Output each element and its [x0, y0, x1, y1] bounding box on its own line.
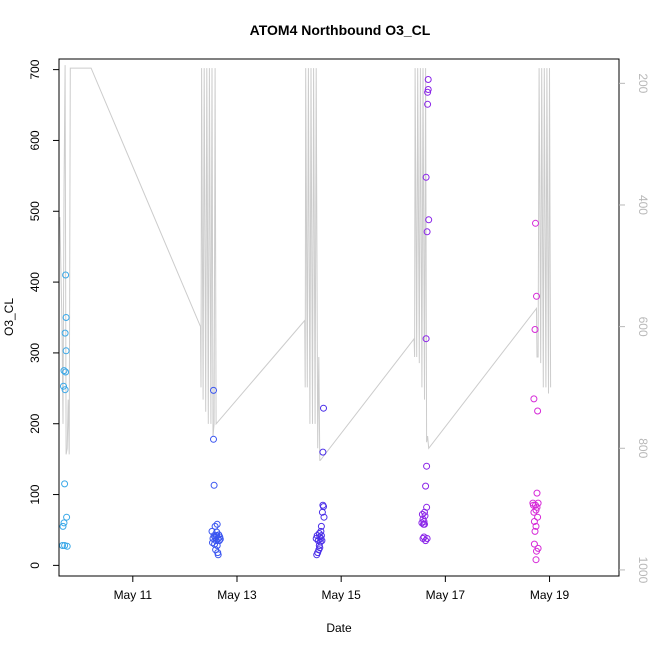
data-point	[315, 530, 323, 537]
data-point	[318, 537, 326, 545]
data-point	[62, 347, 70, 355]
series-line	[59, 65, 552, 461]
data-point	[423, 228, 431, 236]
data-point	[424, 86, 432, 93]
y-tick-label: 0	[28, 562, 42, 569]
x-tick-label: May 15	[321, 588, 361, 602]
data-point	[422, 537, 430, 545]
x-axis-label: Date	[326, 621, 352, 635]
chart-title: ATOM4 Northbound O3_CL	[250, 22, 431, 38]
data-point	[320, 503, 327, 511]
data-point	[531, 527, 539, 535]
y2-tick-label: 1000	[636, 557, 650, 584]
y-tick-label: 600	[28, 130, 42, 150]
data-point	[216, 535, 224, 543]
x-tick-label: May 19	[530, 588, 570, 602]
data-point	[533, 503, 541, 511]
data-point	[320, 404, 327, 412]
data-point	[424, 88, 432, 96]
data-point	[213, 520, 221, 528]
data-point	[61, 480, 69, 488]
data-point	[422, 335, 430, 343]
data-point	[317, 532, 325, 540]
data-point	[316, 544, 324, 552]
data-point	[422, 173, 430, 181]
plot-frame	[58, 58, 620, 577]
data-point	[425, 216, 433, 224]
y2-tick-label: 600	[636, 317, 650, 337]
y-axis-label: O3_CL	[2, 298, 16, 336]
data-point	[530, 540, 538, 548]
y-tick-label: 700	[28, 59, 42, 79]
y2-tick-label: 800	[636, 438, 650, 458]
y-tick-label: 500	[28, 201, 42, 221]
data-point	[533, 292, 540, 300]
data-point	[317, 522, 325, 530]
data-point	[317, 527, 325, 535]
x-tick-label: May 11	[114, 588, 153, 602]
data-point	[212, 532, 220, 540]
data-point	[208, 527, 216, 535]
data-point	[424, 76, 432, 83]
data-point	[534, 499, 542, 507]
data-point	[214, 551, 222, 559]
y-tick-label: 200	[28, 413, 42, 433]
data-point	[532, 522, 540, 530]
plot-points	[59, 76, 542, 564]
data-point	[421, 520, 428, 528]
x-tick-label: May 17	[426, 588, 466, 602]
data-point	[423, 535, 431, 542]
data-point	[530, 508, 538, 516]
x-axis: May 11 May 13 May 15 May 17 May 19	[114, 576, 570, 602]
y-tick-label: 300	[28, 343, 42, 363]
data-point	[531, 326, 539, 333]
data-point	[62, 271, 70, 279]
data-point	[61, 329, 69, 337]
plot-lines	[59, 65, 552, 461]
y2-tick-label: 200	[636, 73, 650, 93]
data-point	[63, 542, 71, 550]
data-point	[210, 435, 217, 443]
data-point	[63, 513, 71, 521]
data-point	[422, 482, 430, 490]
data-point	[424, 100, 432, 108]
data-point	[62, 314, 70, 321]
data-point	[319, 448, 327, 456]
data-point	[534, 407, 542, 415]
data-point	[534, 513, 542, 521]
x-tick-label: May 13	[217, 588, 257, 602]
data-point	[530, 395, 538, 403]
data-point	[210, 386, 217, 394]
data-point	[423, 503, 431, 511]
data-point	[320, 513, 328, 521]
data-point	[60, 367, 68, 375]
y-axis: 0 100 200 300 400 500 600 700	[28, 59, 59, 569]
data-point	[534, 544, 542, 552]
data-point	[215, 537, 223, 545]
data-point	[423, 462, 431, 470]
y2-axis: 200 400 600 800 1000	[619, 73, 650, 584]
data-point	[210, 481, 218, 489]
y-tick-label: 100	[28, 484, 42, 504]
data-point	[60, 382, 67, 390]
data-point	[533, 489, 541, 497]
data-point	[212, 537, 220, 545]
data-point	[532, 556, 540, 564]
data-point	[532, 219, 539, 227]
data-point	[421, 512, 429, 520]
y2-tick-label: 400	[636, 195, 650, 215]
y-tick-label: 400	[28, 272, 42, 292]
data-point	[62, 368, 70, 376]
data-point	[61, 386, 69, 394]
data-point	[60, 519, 68, 527]
data-point	[59, 522, 67, 530]
